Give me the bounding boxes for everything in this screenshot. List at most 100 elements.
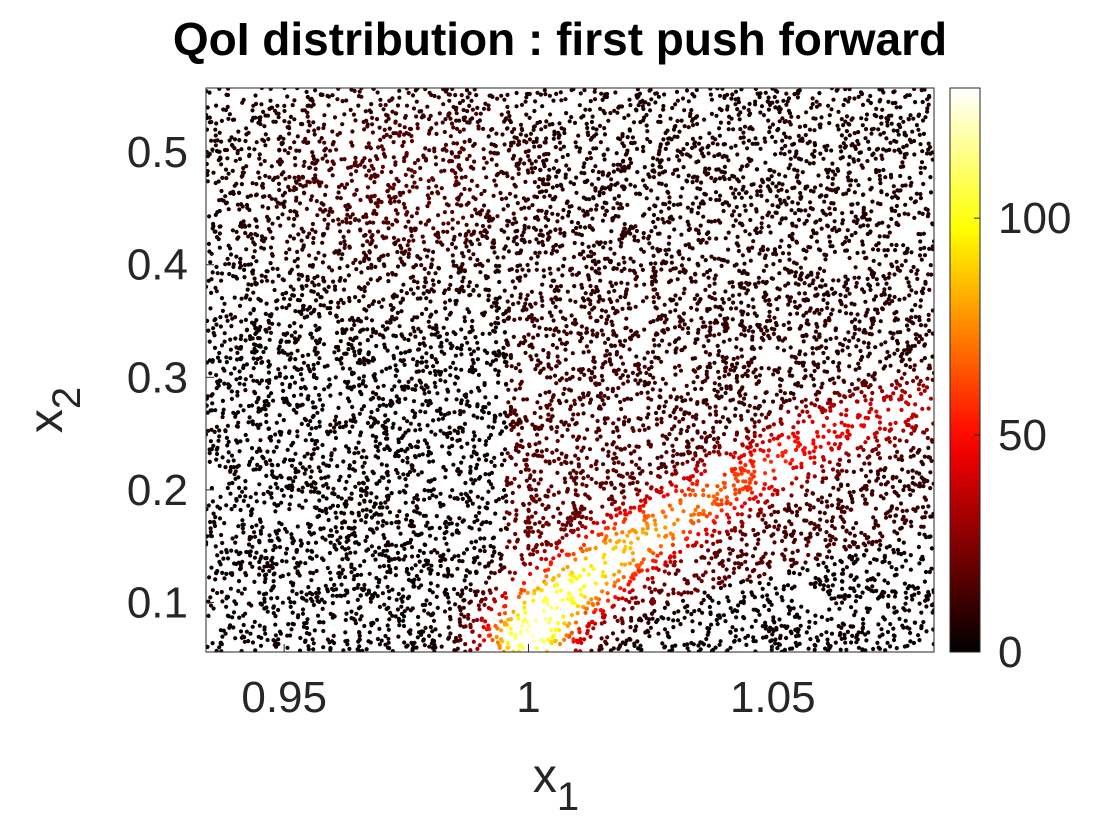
- scatter-point: [824, 530, 829, 535]
- scatter-point: [727, 574, 732, 579]
- scatter-point: [812, 455, 817, 460]
- scatter-point: [828, 493, 833, 498]
- scatter-point: [906, 280, 911, 285]
- scatter-point: [531, 548, 536, 553]
- scatter-point: [559, 419, 564, 424]
- scatter-point: [707, 361, 712, 366]
- scatter-point: [390, 109, 395, 114]
- scatter-point: [497, 263, 502, 269]
- scatter-point: [462, 268, 467, 273]
- scatter-point: [746, 303, 751, 308]
- scatter-point: [366, 350, 371, 355]
- scatter-point: [463, 174, 468, 179]
- scatter-point: [314, 199, 319, 204]
- scatter-point: [882, 578, 887, 583]
- scatter-point: [588, 249, 594, 254]
- scatter-point: [532, 478, 537, 483]
- scatter-point: [668, 394, 673, 399]
- scatter-point: [428, 571, 433, 576]
- scatter-point: [896, 493, 901, 498]
- scatter-point: [711, 585, 716, 590]
- scatter-point: [878, 359, 883, 364]
- scatter-point: [327, 550, 332, 556]
- scatter-point: [765, 198, 770, 203]
- scatter-point: [293, 163, 298, 168]
- scatter-point: [364, 455, 369, 460]
- scatter-point: [321, 275, 326, 280]
- scatter-point: [219, 271, 225, 276]
- scatter-point: [762, 482, 768, 487]
- scatter-point: [884, 136, 889, 141]
- scatter-point: [830, 227, 835, 232]
- scatter-point: [641, 231, 646, 236]
- scatter-point: [661, 409, 666, 415]
- scatter-point: [258, 408, 263, 413]
- scatter-point: [908, 630, 913, 636]
- scatter-point: [219, 550, 224, 555]
- scatter-point: [653, 522, 658, 527]
- scatter-point: [480, 496, 485, 501]
- scatter-point: [539, 556, 544, 562]
- scatter-point: [571, 637, 576, 642]
- scatter-point: [743, 392, 748, 397]
- scatter-point: [746, 445, 751, 450]
- scatter-point: [786, 320, 791, 325]
- scatter-point: [762, 572, 767, 577]
- scatter-point: [750, 337, 755, 342]
- scatter-point: [709, 97, 715, 102]
- scatter-point: [674, 488, 679, 494]
- scatter-point: [464, 547, 470, 552]
- scatter-point: [849, 605, 854, 610]
- scatter-point: [224, 604, 229, 609]
- scatter-point: [892, 436, 898, 441]
- scatter-point: [817, 527, 823, 532]
- scatter-point: [506, 387, 511, 392]
- scatter-point: [824, 564, 829, 570]
- scatter-point: [872, 371, 877, 376]
- scatter-point: [657, 404, 662, 409]
- scatter-point: [606, 118, 611, 123]
- scatter-point: [441, 157, 446, 162]
- scatter-point: [622, 415, 628, 420]
- scatter-point: [860, 192, 866, 197]
- scatter-point: [270, 555, 275, 560]
- scatter-point: [901, 119, 906, 124]
- scatter-point: [908, 113, 913, 118]
- scatter-point: [689, 318, 694, 323]
- scatter-point: [750, 245, 755, 250]
- scatter-point: [546, 412, 551, 417]
- scatter-point: [579, 592, 584, 597]
- scatter-point: [613, 281, 619, 286]
- scatter-point: [558, 511, 563, 516]
- scatter-point: [931, 627, 934, 632]
- scatter-point: [641, 299, 646, 304]
- scatter-point: [744, 566, 750, 572]
- scatter-point: [627, 97, 632, 102]
- scatter-point: [607, 259, 613, 264]
- scatter-point: [427, 633, 432, 639]
- scatter-point: [749, 490, 755, 495]
- scatter-point: [572, 516, 577, 521]
- scatter-point: [739, 471, 744, 476]
- scatter-point: [789, 114, 794, 119]
- scatter-point: [646, 172, 651, 177]
- scatter-point: [217, 245, 222, 250]
- scatter-point: [547, 461, 552, 466]
- scatter-point: [896, 213, 902, 218]
- scatter-point: [630, 135, 636, 140]
- scatter-point: [548, 204, 553, 209]
- scatter-point: [765, 184, 771, 189]
- scatter-point: [622, 588, 627, 593]
- scatter-point: [746, 328, 751, 333]
- scatter-point: [771, 372, 776, 377]
- scatter-point: [832, 422, 837, 427]
- scatter-point: [476, 346, 481, 351]
- scatter-point: [862, 501, 868, 506]
- scatter-point: [679, 592, 684, 597]
- scatter-point: [615, 110, 620, 115]
- scatter-point: [650, 575, 655, 581]
- scatter-point: [682, 345, 688, 350]
- scatter-point: [225, 92, 230, 98]
- scatter-point: [364, 221, 370, 226]
- scatter-point: [789, 598, 794, 604]
